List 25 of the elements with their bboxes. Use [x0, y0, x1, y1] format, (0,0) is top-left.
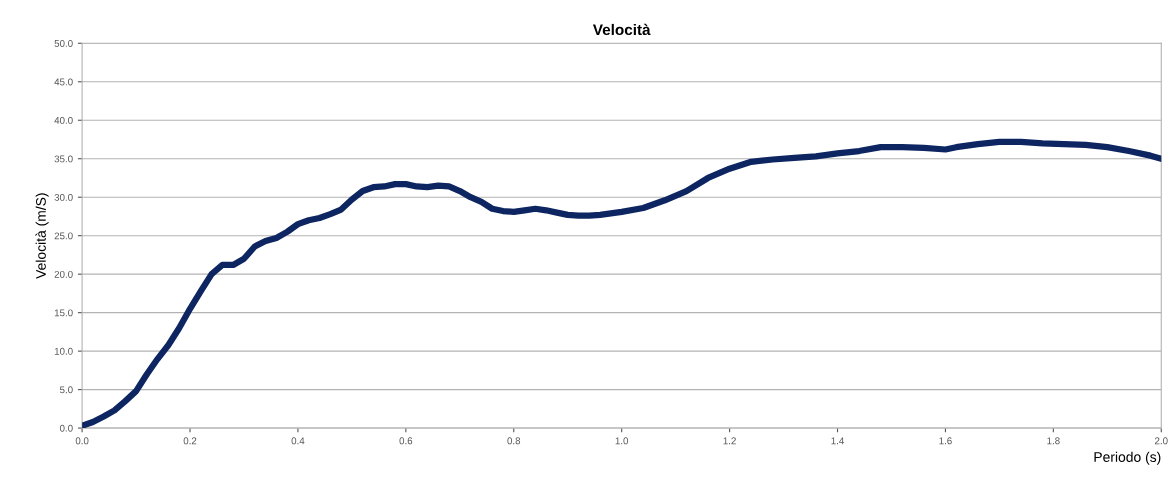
y-tick-label: 50.0	[54, 40, 73, 47]
y-tick-label: 45.0	[54, 78, 73, 86]
y-tick-label: 35.0	[54, 155, 73, 163]
x-axis-title: Periodo (s)	[1094, 451, 1161, 465]
y-tick-label: 0.0	[59, 424, 73, 432]
x-tick-label: 2.0	[1155, 437, 1168, 445]
y-tick-label: 40.0	[54, 116, 73, 124]
x-tick-label: 0.4	[291, 437, 305, 445]
y-tick-label: 5.0	[59, 386, 73, 394]
x-tick-label: 0.8	[507, 437, 521, 445]
x-tick-label: 1.2	[723, 437, 736, 445]
x-tick-label: 1.4	[831, 437, 844, 445]
x-tick-label: 1.0	[615, 437, 629, 445]
y-tick-label: 20.0	[54, 270, 73, 278]
y-tick-label: 25.0	[54, 232, 73, 240]
x-tick-label: 0.6	[399, 437, 413, 445]
y-tick-label: 30.0	[54, 193, 73, 201]
y-tick-label: 15.0	[54, 309, 73, 317]
chart-title: Velocità	[592, 23, 651, 36]
x-tick-label: 1.8	[1047, 437, 1060, 445]
x-tick-label: 0.2	[183, 437, 197, 445]
y-axis-title: Velocità (m/S)	[35, 193, 49, 279]
y-tick-label: 10.0	[54, 347, 73, 355]
x-tick-label: 0.0	[75, 437, 89, 445]
x-tick-label: 1.6	[939, 437, 952, 445]
